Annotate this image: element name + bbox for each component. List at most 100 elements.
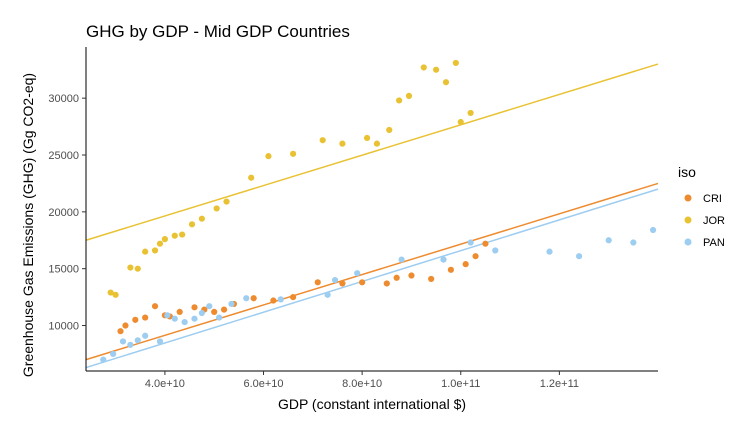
point-cri (142, 314, 149, 321)
y-axis-title: Greenhouse Gas Emissions (GHG) (Gg CO2-e… (20, 73, 36, 377)
x-tick-label: 4.0e+10 (145, 378, 185, 390)
point-pan (216, 314, 223, 321)
x-tick-label: 8.0e+10 (342, 378, 382, 390)
point-cri (122, 322, 129, 329)
point-cri (383, 280, 390, 287)
point-jor (363, 134, 371, 142)
point-pan (277, 296, 284, 303)
point-jor (142, 248, 149, 255)
point-cri (220, 306, 228, 313)
y-axis-ticks: 10000 15000 20000 25000 30000 (48, 93, 86, 333)
y-tick-label: 10000 (48, 321, 79, 333)
point-pan (156, 338, 164, 345)
point-cri (393, 274, 400, 281)
point-pan (181, 319, 188, 326)
point-pan (191, 315, 198, 322)
point-cri (339, 280, 346, 287)
chart-title: GHG by GDP - Mid GDP Countries (86, 22, 350, 41)
point-jor (223, 198, 230, 205)
point-pan (576, 253, 583, 260)
x-tick-label: 1.0e+11 (441, 378, 480, 390)
legend-label-jor: JOR (703, 215, 725, 227)
point-pan (630, 239, 637, 246)
point-jor (467, 109, 474, 117)
point-pan (134, 337, 141, 344)
point-jor (396, 97, 403, 104)
point-pan (467, 239, 474, 246)
point-cri (447, 266, 454, 273)
point-cri (359, 279, 366, 286)
y-tick-label: 15000 (48, 264, 79, 276)
point-pan (100, 356, 107, 363)
point-pan (398, 256, 405, 263)
point-cri (408, 272, 415, 279)
point-pan (243, 295, 250, 302)
point-pan (649, 226, 657, 234)
point-pan (354, 270, 361, 277)
x-axis-title: GDP (constant international $) (278, 396, 466, 412)
x-tick-label: 6.0e+10 (243, 378, 283, 390)
point-pan (127, 341, 134, 348)
point-cri (191, 304, 198, 311)
trend-line-jor (85, 63, 659, 241)
point-jor (188, 221, 196, 228)
point-pan (164, 312, 171, 319)
point-pan (110, 350, 117, 358)
point-pan (206, 303, 213, 310)
point-jor (179, 231, 186, 238)
point-jor (442, 79, 450, 86)
point-jor (161, 236, 168, 243)
point-jor (112, 291, 119, 298)
point-pan (324, 291, 331, 298)
point-cri (462, 261, 469, 268)
point-cri (176, 308, 183, 315)
legend-title: iso (678, 164, 696, 180)
point-jor (213, 205, 220, 212)
legend-key-pan (684, 238, 692, 246)
y-tick-label: 30000 (48, 93, 79, 105)
point-cri (117, 328, 124, 335)
x-axis-ticks: 4.0e+10 6.0e+10 8.0e+10 1.0e+11 1.2e+11 (145, 371, 579, 390)
point-cri (290, 294, 297, 301)
point-pan (171, 315, 178, 322)
point-pan (119, 338, 127, 345)
point-cri (428, 275, 435, 283)
point-pan (492, 247, 499, 254)
point-cri (314, 279, 321, 286)
point-cri (472, 253, 479, 260)
y-tick-label: 25000 (48, 150, 79, 162)
point-jor (319, 137, 326, 144)
point-pan (228, 300, 235, 308)
y-tick-label: 20000 (48, 207, 79, 219)
point-jor (386, 126, 393, 134)
point-jor (134, 265, 141, 272)
point-jor (433, 66, 440, 73)
point-jor (156, 240, 164, 247)
legend-label-pan: PAN (703, 237, 725, 249)
point-cri (270, 297, 277, 304)
point-pan (605, 237, 612, 244)
point-jor (420, 64, 427, 71)
point-jor (107, 289, 114, 296)
point-cri (151, 303, 159, 310)
point-jor (171, 232, 178, 239)
point-cri (482, 240, 489, 247)
trend-lines (85, 63, 659, 369)
point-jor (405, 92, 413, 99)
x-tick-label: 1.2e+11 (540, 378, 579, 390)
legend: iso CRI JOR PAN (678, 164, 725, 249)
point-jor (127, 264, 134, 271)
point-pan (198, 309, 205, 317)
point-jor (265, 153, 272, 160)
point-jor (452, 59, 459, 67)
point-jor (373, 140, 381, 147)
point-cri (132, 316, 139, 323)
trend-line-pan (85, 188, 659, 369)
point-pan (440, 256, 447, 263)
point-cri (250, 295, 257, 302)
point-jor (290, 150, 297, 157)
data-points (100, 59, 657, 363)
point-jor (339, 140, 346, 147)
